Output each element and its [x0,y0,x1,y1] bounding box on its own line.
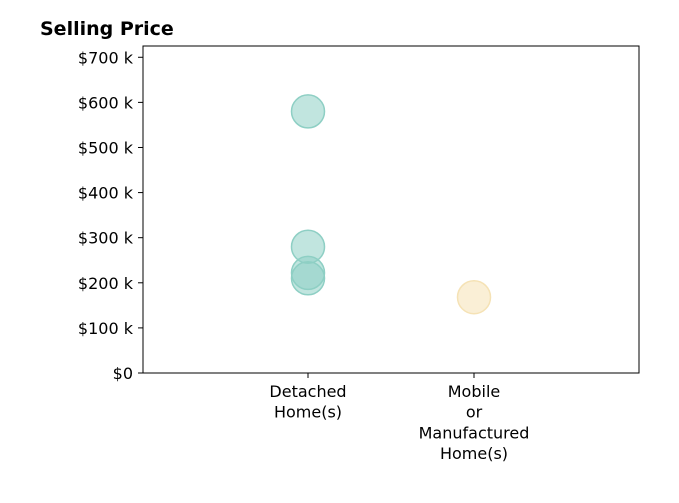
y-tick-label: $500 k [78,138,134,157]
x-tick-label-line: Home(s) [274,403,342,422]
y-tick-label: $100 k [78,319,134,338]
x-tick-label-line: or [466,403,483,422]
x-tick-label-line: Detached [269,382,346,401]
chart-title: Selling Price [40,18,174,40]
y-tick-label: $400 k [78,184,134,203]
data-point [456,279,492,315]
y-tick-label: $700 k [78,48,134,67]
data-point [290,261,326,296]
y-tick-label: $0 [113,364,133,383]
x-tick-label-line: Home(s) [440,444,508,463]
plot-frame [142,45,640,374]
data-points [290,94,492,315]
y-axis: $0 $100 k $200 k $300 k $400 k $500 k $600 k $7… [78,48,143,383]
x-tick-label-line: Mobile [448,382,500,401]
y-tick-label: $300 k [78,229,134,248]
data-point [290,94,326,129]
y-tick-label: $600 k [78,93,134,112]
x-tick-label-line: Manufactured [419,423,530,442]
y-tick-label: $200 k [78,274,134,293]
x-tick-label: Detached Home(s) [269,382,346,422]
